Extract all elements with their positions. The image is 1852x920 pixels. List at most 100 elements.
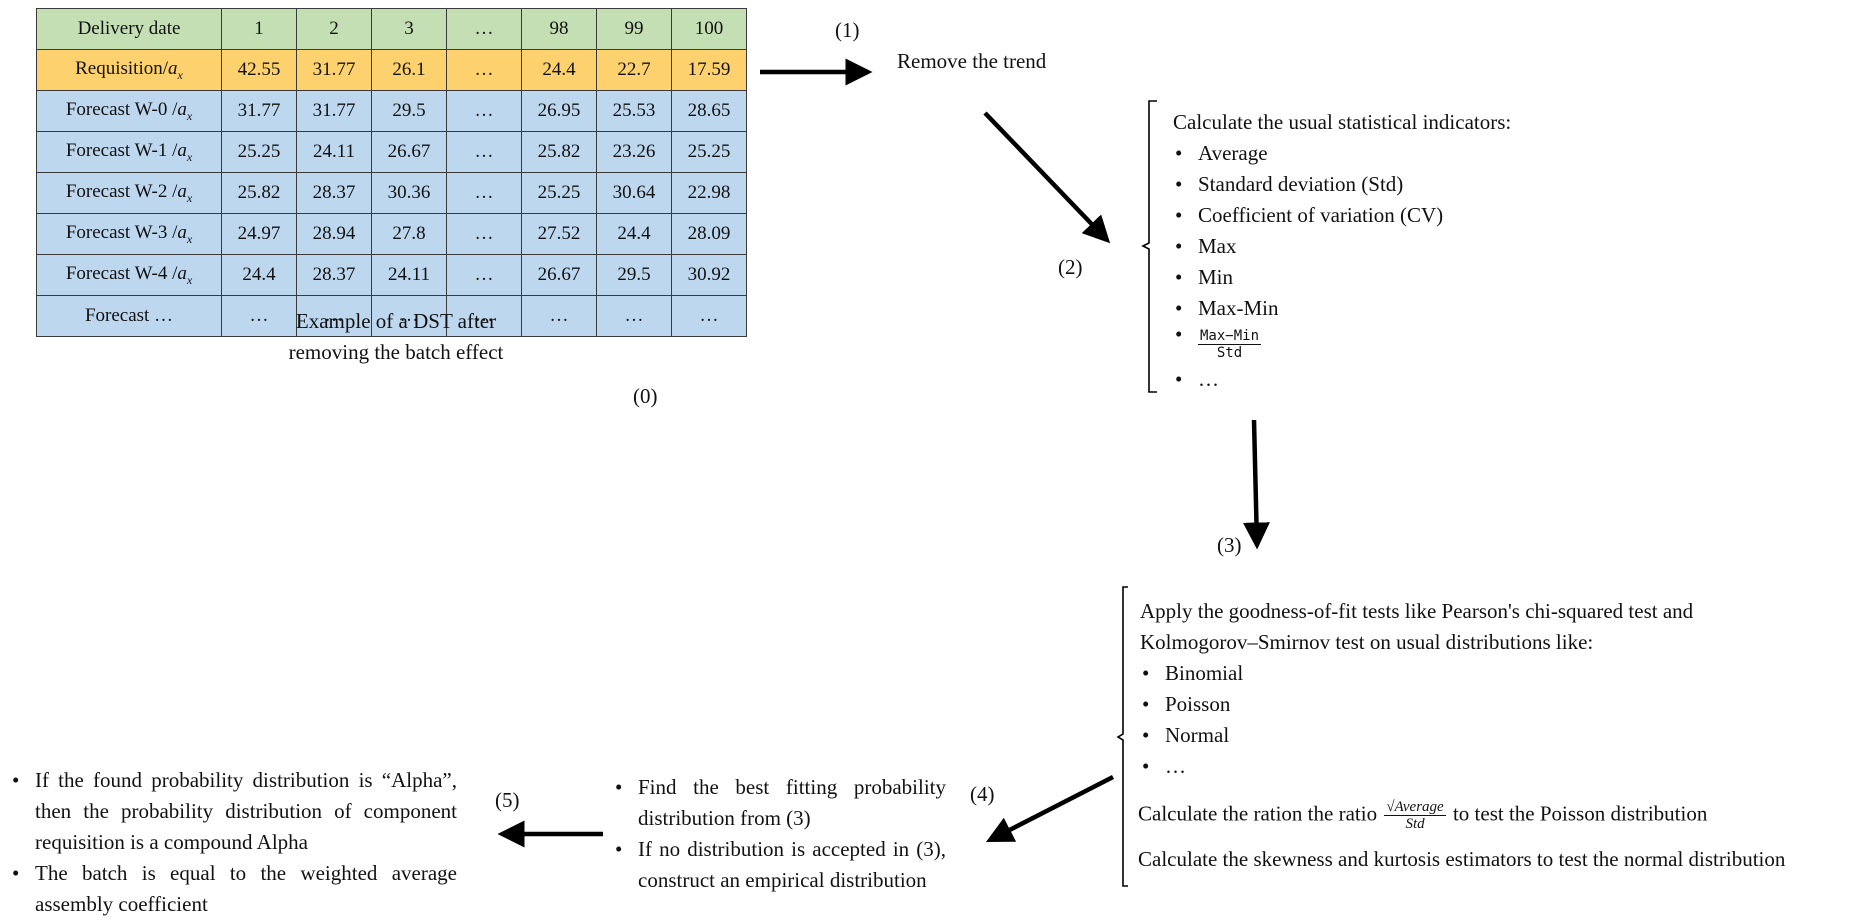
step-5-label: (5) (495, 788, 520, 812)
distribution-item: Normal (1140, 720, 1850, 751)
row-label-variable: ax (177, 139, 193, 164)
table-cell: 26.95 (521, 90, 597, 132)
row-label-variable: ax (168, 57, 183, 82)
table-cell: 27.52 (521, 213, 597, 255)
forecast-row: Forecast W-0 /ax 31.77 31.77 29.5… 26.95 25.5… (36, 90, 747, 132)
table-cell: 28.94 (296, 213, 372, 255)
table-cell: 26.67 (521, 254, 597, 296)
table-cell: … (446, 131, 522, 173)
indicator-ellipsis: … (1173, 364, 1633, 395)
table-cell: 30.64 (596, 172, 672, 214)
row-label-cell: Forecast W-4 /ax (36, 254, 222, 296)
table-cell: 30.36 (371, 172, 447, 214)
table-cell: 17.59 (671, 49, 747, 91)
arrow-3 (1242, 419, 1270, 550)
table-cell: 31.77 (296, 90, 372, 132)
table-cell: 31.77 (296, 49, 372, 91)
conclusion-list: If the found probability distribution is… (10, 765, 457, 920)
table-cell: 25.82 (521, 131, 597, 173)
table-cell: 24.4 (221, 254, 297, 296)
row-label-text: Forecast W-3 / (65, 221, 178, 243)
step-3-label: (3) (1217, 533, 1242, 557)
header-column-cell: 3 (371, 8, 447, 50)
header-column-cell: 100 (671, 8, 747, 50)
table-cell: 24.4 (521, 49, 597, 91)
max-min-over-std-fraction: Max−Min Std (1198, 328, 1262, 361)
table-caption: Example of a DST after removing the batc… (288, 309, 504, 364)
indicator-item: Coefficient of variation (CV) (1173, 200, 1633, 231)
indicator-item: Max-Min (1173, 293, 1633, 324)
tests-block: Apply the goodness-of-fit tests like Pea… (1140, 596, 1850, 782)
indicators-block: Calculate the usual statistical indicato… (1173, 107, 1633, 395)
table-cell: … (446, 213, 522, 255)
row-label-cell: Forecast W-3 /ax (36, 213, 222, 255)
row-label-cell: Forecast … (36, 295, 222, 337)
header-label-cell: Delivery date (36, 8, 222, 50)
table-cell: 23.26 (596, 131, 672, 173)
poisson-ratio-line: Calculate the ration the ratio √Average … (1138, 799, 1708, 832)
table-cell: … (596, 295, 672, 337)
remove-trend-label: Remove the trend (897, 49, 1047, 73)
fitting-list: Find the best fitting probability distri… (613, 772, 946, 896)
table-cell: 26.67 (371, 131, 447, 173)
indicator-item: Max (1173, 231, 1633, 262)
table-cell: … (446, 295, 522, 337)
sqrt-average-over-std-fraction: √Average Std (1384, 799, 1446, 832)
table-header-row: Delivery date 1 2 3… 98 99 100 (36, 8, 747, 50)
header-column-cell: … (446, 8, 522, 50)
row-label-cell: Forecast W-0 /ax (36, 90, 222, 132)
dst-table: Delivery date 1 2 3… 98 99 100 Requisition/ax 42… (36, 8, 747, 337)
row-label-text: Forecast W-4 / (65, 262, 178, 284)
table-cell: 24.11 (296, 131, 372, 173)
table-cell: 27.8 (371, 213, 447, 255)
table-cell: 30.92 (671, 254, 747, 296)
step-2-label: (2) (1058, 255, 1083, 279)
table-cell: … (671, 295, 747, 337)
row-label-cell: Forecast W-1 /ax (36, 131, 222, 173)
row-label-text: Requisition/ (75, 57, 169, 79)
indicator-item: Standard deviation (Std) (1173, 169, 1633, 200)
row-label-variable: ax (177, 98, 193, 123)
header-column-cell: 1 (221, 8, 297, 50)
skewness-kurtosis-line: Calculate the skewness and kurtosis esti… (1138, 847, 1786, 871)
distribution-item: … (1140, 751, 1850, 782)
table-cell: … (446, 90, 522, 132)
fitting-item: Find the best fitting probability distri… (613, 772, 946, 834)
fraction-denominator: Std (1216, 345, 1243, 361)
indicators-bracket (1141, 100, 1157, 393)
row-label-variable: ax (177, 221, 193, 246)
forecast-row: Forecast …………………… (36, 295, 747, 337)
row-label-text: Forecast W-2 / (65, 180, 178, 202)
table-cell: 28.37 (296, 172, 372, 214)
row-label-variable: ax (177, 262, 193, 287)
table-cell: … (296, 295, 372, 337)
distribution-item: Binomial (1140, 658, 1850, 689)
table-cell: 25.25 (671, 131, 747, 173)
table-cell: 24.4 (596, 213, 672, 255)
table-cell: … (446, 49, 522, 91)
forecast-row: Forecast W-2 /ax 25.82 28.37 30.36… 25.25 30.… (36, 172, 747, 214)
table-cell: 28.37 (296, 254, 372, 296)
row-label-cell: Forecast W-2 /ax (36, 172, 222, 214)
table-cell: 26.1 (371, 49, 447, 91)
table-cell: … (521, 295, 597, 337)
step-4-label: (4) (970, 782, 995, 806)
arrow-2 (983, 111, 1111, 244)
ratio-numerator: √Average (1384, 799, 1446, 816)
arrow-4 (985, 774, 1115, 843)
requisition-row: Requisition/ax 42.55 31.77 26.1… 24.4 22.7 17.… (36, 49, 747, 91)
table-cell: 31.77 (221, 90, 297, 132)
table-cell: 28.65 (671, 90, 747, 132)
header-column-cell: 99 (596, 8, 672, 50)
forecast-row: Forecast W-4 /ax 24.4 28.37 24.11… 26.67 29.5… (36, 254, 747, 296)
table-cell: 22.98 (671, 172, 747, 214)
fitting-item: If no distribution is accepted in (3), c… (613, 834, 946, 896)
header-column-cell: 2 (296, 8, 372, 50)
distributions-list: Binomial Poisson Normal … (1140, 658, 1850, 782)
row-label-cell: Requisition/ax (36, 49, 222, 91)
forecast-row: Forecast W-3 /ax 24.97 28.94 27.8… 27.52 24.4… (36, 213, 747, 255)
header-column-cell: 98 (521, 8, 597, 50)
table-cell: 28.09 (671, 213, 747, 255)
ratio-denominator: Std (1405, 816, 1425, 832)
tests-line-2: Kolmogorov–Smirnov test on usual distrib… (1140, 630, 1594, 654)
